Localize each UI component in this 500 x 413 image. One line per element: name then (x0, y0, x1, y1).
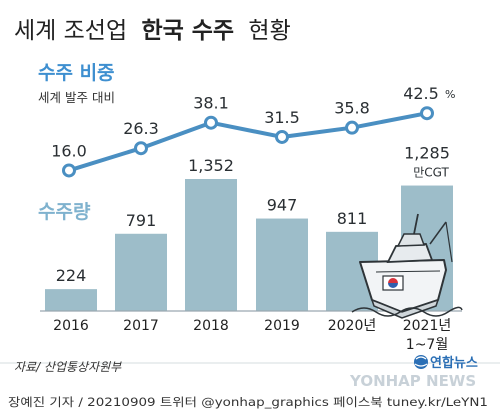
line-point (345, 120, 359, 135)
bar-value-label: 1,352 (188, 156, 234, 175)
bar (115, 233, 167, 311)
bar-value-label: 1,285 (404, 144, 450, 163)
line-unit-label: % (445, 88, 455, 101)
brand-name: 연합뉴스 (430, 355, 478, 371)
line-value-label: 38.1 (193, 94, 229, 113)
bar (45, 289, 97, 311)
x-tick-label: 2016 (53, 318, 89, 334)
share-section-sublabel: 세계 발주 대비 (38, 90, 115, 105)
line-point (204, 115, 218, 130)
ship-illustration (351, 213, 463, 319)
line-point (275, 129, 289, 144)
line-point (420, 106, 434, 121)
x-tick-sublabel: 1~7월 (406, 337, 448, 353)
x-tick-label: 2017 (123, 318, 159, 334)
x-axis-labels: 2016 2017 2018 2019 2020년 2021년 1~7월 (53, 318, 451, 353)
share-line (68, 111, 428, 173)
line-point (134, 141, 148, 156)
bar-unit-label: 만CGT (413, 166, 449, 180)
credit-line: 장예진 기자 / 20210909 트위터 @yonhap_graphics 페… (8, 395, 488, 409)
line-value-label: 35.8 (334, 99, 370, 118)
x-tick-label: 2019 (264, 318, 300, 334)
bar-value-label: 224 (56, 266, 87, 285)
share-section-label: 수주 비중 (38, 62, 115, 84)
source-text: 자료/ 산업통상자원부 (14, 360, 122, 374)
page-title: 세계 조선업 한국 수주 현황 (14, 18, 291, 44)
line-value-label: 16.0 (51, 141, 87, 160)
bar-value-label: 947 (267, 196, 298, 215)
line-value-label: 26.3 (123, 119, 159, 138)
bar (256, 218, 308, 311)
line-point (62, 163, 76, 178)
bar-value-label: 791 (126, 211, 157, 230)
title-prefix: 세계 조선업 (14, 18, 127, 44)
bar-value-label: 811 (337, 209, 368, 228)
x-tick-label: 2020년 (328, 318, 377, 334)
x-tick-label: 2021년 (403, 318, 452, 334)
line-value-label: 31.5 (264, 108, 300, 127)
bar (185, 179, 237, 311)
title-highlight: 한국 수주 (141, 18, 234, 44)
title-suffix: 현황 (248, 18, 290, 44)
line-group: 16.0 26.3 38.1 31.5 35.8 42.5% (51, 84, 455, 178)
line-value-label: 42.5 (403, 84, 439, 103)
yonhap-logo: 연합뉴스 (414, 355, 478, 371)
x-tick-label: 2018 (193, 318, 229, 334)
volume-section-label: 수주량 (38, 201, 91, 223)
brand-watermark: YONHAP NEWS (349, 372, 476, 390)
